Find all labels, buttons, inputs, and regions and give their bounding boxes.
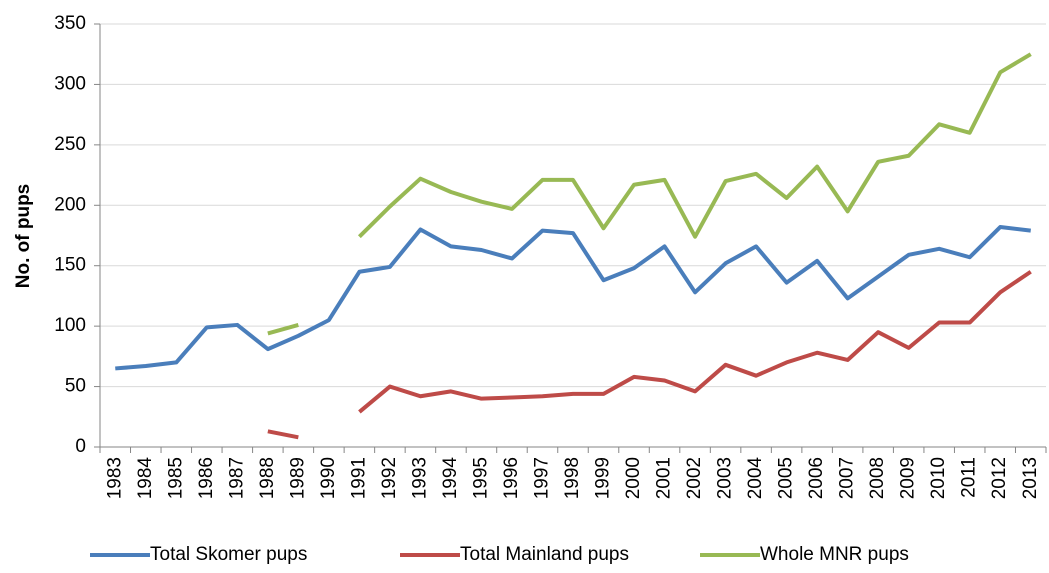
- y-tick-label: 150: [54, 255, 86, 276]
- x-tick-label: 1997: [531, 457, 552, 499]
- series-line: [267, 323, 299, 336]
- x-tick-label: 1990: [318, 457, 339, 499]
- series-line: [115, 225, 1031, 371]
- x-tick-label: 1999: [593, 457, 614, 499]
- x-tick-label: 1995: [470, 457, 491, 499]
- x-tick-label: 2006: [806, 457, 827, 499]
- x-tick-label: 1983: [104, 457, 125, 499]
- legend-item: Total Mainland pups: [400, 544, 629, 565]
- x-tick-label: 2002: [684, 457, 705, 499]
- y-tick-label: 300: [54, 73, 86, 94]
- series-line: [267, 429, 299, 440]
- x-tick-label: 1993: [409, 457, 430, 499]
- x-tick-label: 1996: [501, 457, 522, 499]
- x-tick-label: 2007: [837, 457, 858, 499]
- y-tick-label: 0: [75, 436, 86, 457]
- x-tick-label: 1992: [379, 457, 400, 499]
- series-line: [358, 270, 1032, 414]
- legend-label: Total Skomer pups: [150, 544, 307, 565]
- x-tick-label: 1998: [562, 457, 583, 499]
- series-line: [357, 52, 1032, 239]
- legend-item: Whole MNR pups: [700, 544, 909, 565]
- y-tick-label: 200: [54, 194, 86, 215]
- x-tick-label: 1988: [257, 457, 278, 499]
- x-tick-label: 2012: [989, 457, 1010, 499]
- x-tick-label: 2011: [959, 457, 980, 498]
- x-tick-label: 2004: [745, 457, 766, 500]
- x-tick-label: 1991: [348, 457, 369, 499]
- x-tick-label: 2000: [623, 457, 644, 499]
- x-tick-label: 1985: [165, 457, 186, 499]
- y-tick-label: 250: [54, 134, 86, 155]
- x-tick-label: 1994: [440, 457, 461, 500]
- x-tick-label: 1984: [135, 457, 156, 500]
- x-tick-label: 1986: [196, 457, 217, 499]
- y-axis-label: No. of pups: [13, 184, 34, 288]
- legend-label: Whole MNR pups: [760, 544, 909, 565]
- x-tick-label: 2005: [776, 457, 797, 499]
- x-tick-label: 2001: [654, 457, 675, 499]
- legend-label: Total Mainland pups: [460, 544, 629, 565]
- x-tick-label: 2003: [715, 457, 736, 499]
- x-tick-label: 1987: [226, 457, 247, 499]
- x-tick-label: 1989: [287, 457, 308, 499]
- y-tick-label: 100: [54, 315, 86, 336]
- x-tick-label: 2008: [867, 457, 888, 499]
- y-tick-label: 50: [65, 376, 86, 397]
- x-tick-label: 2010: [928, 457, 949, 499]
- y-tick-label: 350: [54, 13, 86, 34]
- x-tick-label: 2009: [898, 457, 919, 499]
- x-tick-label: 2013: [1020, 457, 1041, 499]
- legend-item: Total Skomer pups: [90, 544, 307, 565]
